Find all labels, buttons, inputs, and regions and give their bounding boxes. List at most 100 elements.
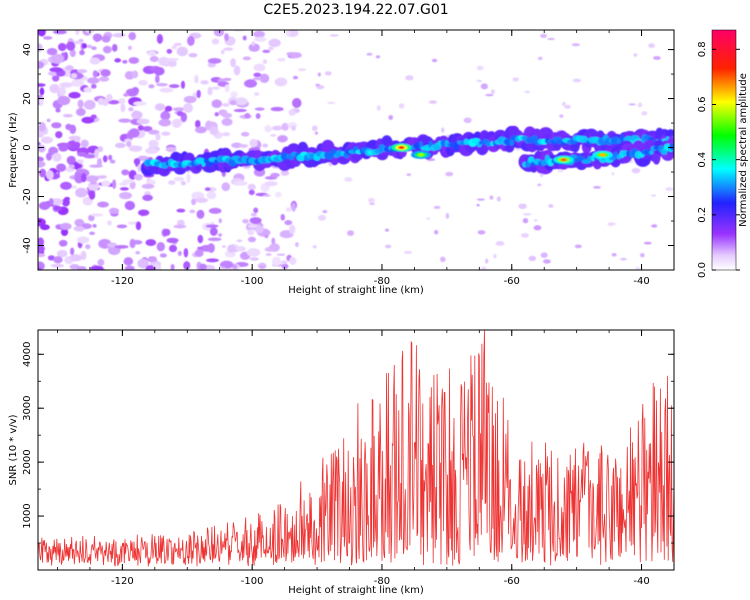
speckle-blob xyxy=(489,195,494,200)
speckle-blob xyxy=(315,83,320,87)
speckle-blob xyxy=(524,90,531,94)
speckle-blob xyxy=(221,266,226,269)
noise-blob xyxy=(69,124,77,135)
trace-core xyxy=(649,150,654,155)
speckle-blob xyxy=(496,196,501,202)
noise-blob xyxy=(38,244,45,254)
noise-blob xyxy=(147,50,156,57)
speckle-blob xyxy=(521,233,529,238)
noise-blob xyxy=(224,84,230,93)
noise-blob xyxy=(233,180,248,186)
noise-blob xyxy=(80,250,87,261)
noise-blob xyxy=(100,180,111,187)
noise-blob xyxy=(289,256,297,265)
noise-blob xyxy=(136,118,150,125)
noise-blob xyxy=(74,218,85,227)
noise-blob xyxy=(119,187,129,191)
speckle-blob xyxy=(366,52,373,56)
speckle-blob xyxy=(398,103,405,109)
noise-blob xyxy=(221,103,230,107)
noise-blob xyxy=(248,189,255,196)
speckle-blob xyxy=(254,92,260,97)
colorbar: 0.0 0.2 0.4 0.6 0.8 Normalized spectral ampl… xyxy=(697,29,749,278)
noise-blob xyxy=(46,47,58,56)
noise-blob xyxy=(198,263,207,270)
noise-blob xyxy=(62,113,73,118)
noise-blob xyxy=(275,191,282,198)
noise-blob xyxy=(158,56,170,66)
noise-blob xyxy=(50,263,65,268)
noise-blob xyxy=(166,48,173,54)
noise-blob xyxy=(213,30,225,37)
noise-blob xyxy=(75,30,80,36)
noise-blob xyxy=(227,244,236,253)
noise-blob xyxy=(289,52,302,59)
speckle-blob xyxy=(631,167,641,174)
noise-blob xyxy=(114,244,129,249)
noise-blob xyxy=(43,36,53,40)
noise-blob xyxy=(57,42,67,52)
noise-blob xyxy=(108,154,113,161)
speckle-blob xyxy=(518,203,527,210)
noise-blob xyxy=(288,109,296,116)
noise-blob xyxy=(221,118,233,126)
noise-blob xyxy=(92,223,97,228)
noise-blob xyxy=(74,161,79,170)
speckle-blob xyxy=(640,253,645,258)
noise-blob xyxy=(195,126,207,134)
noise-blob xyxy=(262,59,268,64)
noise-blob xyxy=(69,49,76,58)
noise-blob xyxy=(167,60,177,67)
noise-blob xyxy=(46,118,51,123)
speckle-blob xyxy=(263,194,271,197)
noise-blob xyxy=(77,99,84,109)
noise-blob xyxy=(233,108,247,113)
noise-blob xyxy=(155,133,161,141)
noise-blob xyxy=(277,57,286,62)
noise-blob xyxy=(284,219,293,226)
noise-blob xyxy=(154,103,166,111)
noise-blob xyxy=(118,182,129,186)
snr-xtick-label: -40 xyxy=(633,576,649,587)
noise-blob xyxy=(59,222,72,230)
noise-blob xyxy=(164,105,173,112)
noise-blob xyxy=(280,169,290,176)
speckle-blob xyxy=(385,228,389,232)
noise-blob xyxy=(146,179,156,185)
noise-blob xyxy=(172,107,186,112)
noise-blob xyxy=(207,243,215,253)
noise-blob xyxy=(195,197,209,203)
noise-blob xyxy=(138,209,150,216)
speckle-blob xyxy=(329,34,339,37)
noise-blob xyxy=(149,55,159,63)
speckle-blob xyxy=(562,101,566,107)
noise-blob xyxy=(109,159,116,164)
colorbar-label: Normalized spectral amplitude xyxy=(738,73,749,227)
noise-blob xyxy=(97,146,104,153)
speckle-blob xyxy=(611,172,615,176)
colorbar-tick-label: 0.6 xyxy=(697,97,708,113)
noise-blob xyxy=(137,163,142,173)
noise-blob xyxy=(80,139,89,148)
speckle-blob xyxy=(512,77,519,82)
speckle-blob xyxy=(485,258,489,264)
noise-blob xyxy=(147,257,158,263)
noise-blob xyxy=(197,246,203,250)
noise-blob xyxy=(145,239,157,247)
noise-blob xyxy=(221,182,231,192)
noise-blob xyxy=(268,46,274,51)
speckle-blob xyxy=(522,213,532,216)
speckle-blob xyxy=(317,72,321,77)
noise-blob xyxy=(38,30,46,37)
speckle-blob xyxy=(480,266,487,270)
speckle-blob xyxy=(367,197,375,203)
noise-blob xyxy=(133,110,140,116)
noise-blob xyxy=(161,131,171,136)
speckle-blob xyxy=(433,205,441,209)
noise-blob xyxy=(55,108,61,113)
colorbar-tick-label: 0.4 xyxy=(697,152,708,168)
noise-blob xyxy=(230,90,238,98)
noise-blob xyxy=(168,84,180,89)
peak-core xyxy=(398,146,405,150)
noise-blob xyxy=(58,86,66,96)
